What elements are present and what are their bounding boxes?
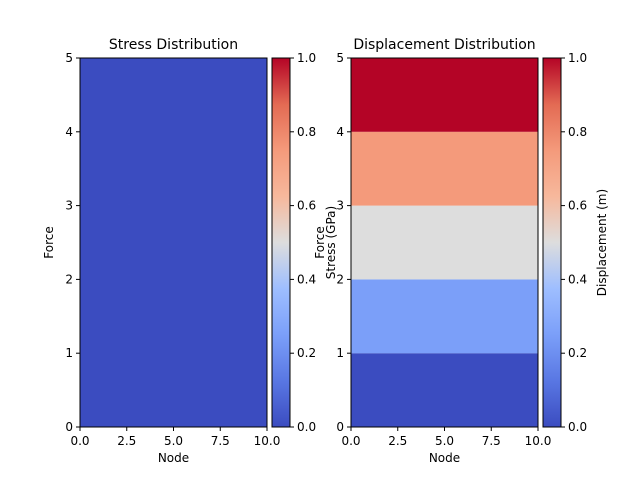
stress-y-tick-label: 4 — [65, 125, 73, 139]
displacement-heatmap-cell-0 — [351, 353, 538, 427]
displacement-x-axis-label: Node — [429, 451, 460, 465]
displacement-heatmap-cell-3 — [351, 131, 538, 206]
displacement-colorbar-tick-label: 0.2 — [568, 346, 587, 360]
stress-x-tick-label: 2.5 — [117, 434, 136, 448]
displacement-x-ticks: 0.0 2.5 5.0 7.5 10.0 — [341, 427, 551, 448]
displacement-colorbar-label: Displacement (m) — [595, 189, 609, 296]
displacement-x-tick-label: 0.0 — [341, 434, 360, 448]
stress-colorbar-tick-label: 0.0 — [297, 420, 316, 434]
displacement-y-tick-label: 5 — [336, 51, 344, 65]
displacement-colorbar-frame — [542, 57, 562, 428]
stress-colorbar-tick-label: 0.8 — [297, 125, 316, 139]
displacement-x-tick-label: 10.0 — [525, 434, 552, 448]
displacement-y-tick-label: 0 — [336, 420, 344, 434]
stress-heatmap-cell-0 — [80, 58, 267, 427]
stress-y-tick-label: 2 — [65, 272, 73, 286]
stress-colorbar-frame — [271, 57, 291, 428]
stress-y-ticks: 0 1 2 3 4 5 — [65, 51, 80, 434]
displacement-chart-title: Displacement Distribution — [353, 37, 535, 53]
displacement-x-tick-label: 2.5 — [388, 434, 407, 448]
stress-x-ticks: 0.0 2.5 5.0 7.5 10.0 — [70, 427, 280, 448]
displacement-colorbar-tick-label: 0.8 — [568, 125, 587, 139]
stress-x-tick-label: 10.0 — [254, 434, 281, 448]
displacement-colorbar: 0.0 0.2 0.4 0.6 0.8 1.0 Displacement (m) — [542, 51, 609, 434]
stress-colorbar-tick-label: 0.2 — [297, 346, 316, 360]
displacement-colorbar-tick-label: 1.0 — [568, 51, 587, 65]
stress-colorbar: 0.0 0.2 0.4 0.6 0.8 1.0 Stress (GPa) — [271, 51, 338, 434]
stress-colorbar-tick-label: 0.6 — [297, 199, 316, 213]
displacement-x-tick-label: 5.0 — [435, 434, 454, 448]
displacement-colorbar-gradient — [543, 58, 561, 427]
displacement-y-tick-label: 3 — [336, 199, 344, 213]
displacement-chart: 0.0 2.5 5.0 7.5 10.0 0 1 2 3 4 5 Displacement Dis… — [313, 37, 609, 465]
stress-colorbar-tick-label: 1.0 — [297, 51, 316, 65]
displacement-heatmap-cell-1 — [351, 279, 538, 354]
stress-colorbar-gradient — [272, 58, 290, 427]
stress-colorbar-label: Stress (GPa) — [324, 206, 338, 279]
stress-chart: 0.0 2.5 5.0 7.5 10.0 0 1 2 3 4 5 Stress Distribut… — [42, 37, 338, 465]
stress-colorbar-ticks: 0.0 0.2 0.4 0.6 0.8 1.0 — [290, 51, 316, 434]
displacement-colorbar-ticks: 0.0 0.2 0.4 0.6 0.8 1.0 — [561, 51, 587, 434]
displacement-y-axis-label: Force — [313, 226, 327, 258]
stress-x-tick-label: 7.5 — [211, 434, 230, 448]
stress-x-axis-label: Node — [158, 451, 189, 465]
stress-x-tick-label: 0.0 — [70, 434, 89, 448]
displacement-colorbar-tick-label: 0.0 — [568, 420, 587, 434]
displacement-colorbar-tick-label: 0.4 — [568, 272, 587, 286]
displacement-y-tick-label: 2 — [336, 272, 344, 286]
stress-x-tick-label: 5.0 — [164, 434, 183, 448]
stress-y-tick-label: 1 — [65, 346, 73, 360]
displacement-heatmap-cell-4 — [351, 58, 538, 132]
stress-colorbar-tick-label: 0.4 — [297, 272, 316, 286]
stress-y-axis-label: Force — [42, 226, 56, 258]
displacement-x-tick-label: 7.5 — [482, 434, 501, 448]
displacement-y-tick-label: 1 — [336, 346, 344, 360]
stress-chart-title: Stress Distribution — [109, 37, 238, 53]
stress-y-tick-label: 3 — [65, 199, 73, 213]
displacement-colorbar-tick-label: 0.6 — [568, 199, 587, 213]
displacement-y-ticks: 0 1 2 3 4 5 — [336, 51, 351, 434]
displacement-heatmap-cell-2 — [351, 205, 538, 280]
displacement-y-tick-label: 4 — [336, 125, 344, 139]
displacement-heatmap-cells — [351, 58, 538, 427]
stress-y-tick-label: 0 — [65, 420, 73, 434]
stress-heatmap-cells — [80, 58, 267, 427]
stress-y-tick-label: 5 — [65, 51, 73, 65]
